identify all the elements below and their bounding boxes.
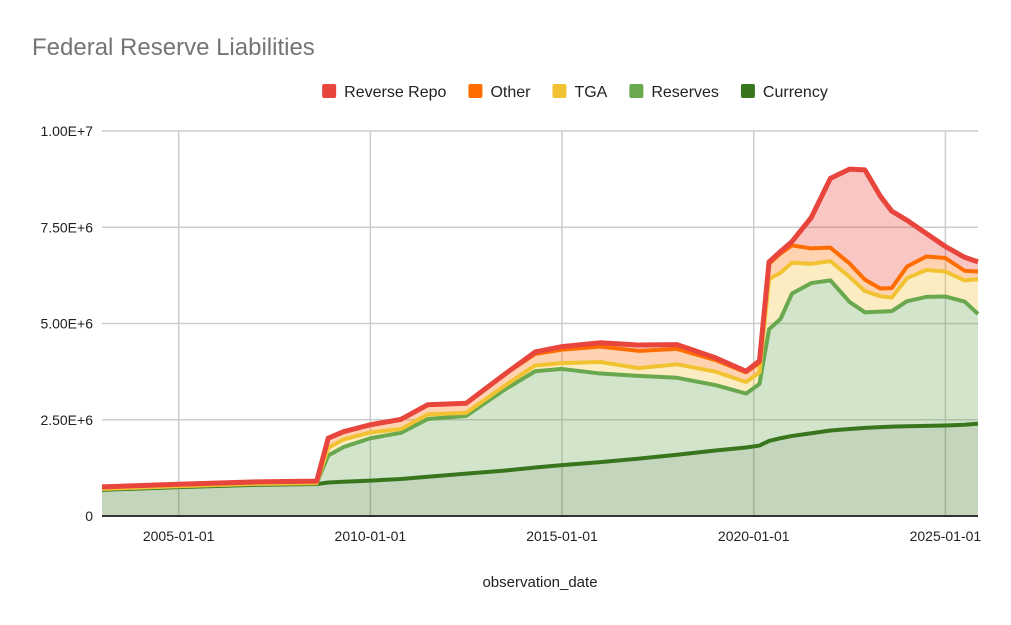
line-tga xyxy=(101,259,979,491)
line-reserves xyxy=(101,278,980,492)
x-tick-label: 2005-01-01 xyxy=(143,528,215,544)
y-tick-label: 1.00E+7 xyxy=(40,123,93,139)
legend: Reverse Repo Other TGA Reserves Currency xyxy=(322,84,828,101)
y-axis-ticks: 0 2.50E+6 5.00E+6 7.50E+6 1.00E+7 xyxy=(40,123,93,524)
x-axis-label: observation_date xyxy=(482,574,597,591)
stacked-areas xyxy=(102,169,978,516)
legend-swatch xyxy=(629,84,644,98)
legend-swatch xyxy=(322,84,337,98)
series-lines xyxy=(101,166,980,492)
legend-item: Reverse Repo xyxy=(322,84,447,101)
legend-swatch xyxy=(740,84,755,98)
y-tick-label: 5.00E+6 xyxy=(40,316,93,332)
chart-title: Federal Reserve Liabilities xyxy=(32,34,315,61)
x-tick-label: 2020-01-01 xyxy=(718,528,790,544)
x-tick-label: 2010-01-01 xyxy=(335,528,407,544)
x-axis-ticks: 2005-01-01 2010-01-01 2015-01-01 2020-01-01… xyxy=(143,528,982,544)
line-reverse-repo xyxy=(101,166,979,490)
y-tick-label: 0 xyxy=(85,508,93,524)
legend-label: Other xyxy=(490,84,531,101)
legend-label: Reverse Repo xyxy=(344,84,446,101)
y-tick-label: 2.50E+6 xyxy=(40,412,93,428)
legend-swatch xyxy=(552,84,567,98)
legend-label: TGA xyxy=(574,84,607,101)
legend-label: Currency xyxy=(763,84,828,101)
x-tick-label: 2025-01-01 xyxy=(910,528,982,544)
legend-item: Reserves xyxy=(629,84,719,101)
legend-item: Currency xyxy=(740,84,828,101)
legend-item: TGA xyxy=(552,84,608,101)
y-tick-label: 7.50E+6 xyxy=(40,219,93,235)
area-reserves xyxy=(102,280,978,490)
gridlines xyxy=(102,130,978,516)
legend-label: Reserves xyxy=(651,84,719,101)
x-tick-label: 2015-01-01 xyxy=(526,528,598,544)
legend-swatch xyxy=(468,84,483,98)
line-currency xyxy=(101,421,979,492)
legend-item: Other xyxy=(468,84,531,101)
